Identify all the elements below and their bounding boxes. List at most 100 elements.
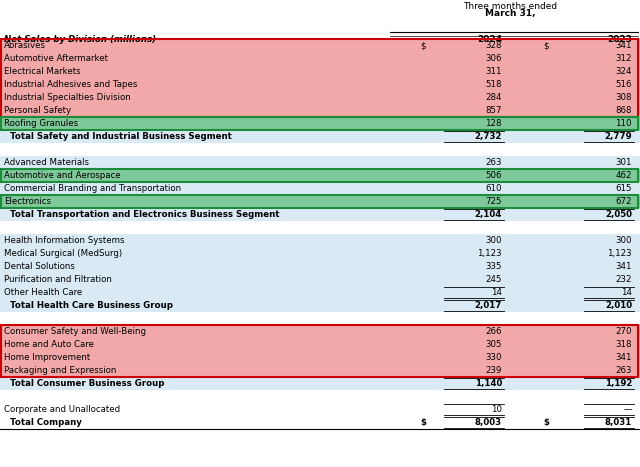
Text: 263: 263 <box>616 366 632 375</box>
Text: 10: 10 <box>491 405 502 414</box>
Bar <box>0 377 640 390</box>
Text: 305: 305 <box>486 340 502 349</box>
Text: 857: 857 <box>486 106 502 115</box>
Bar <box>0 117 640 130</box>
Text: Total Safety and Industrial Business Segment: Total Safety and Industrial Business Seg… <box>4 132 232 141</box>
Bar <box>0 286 640 299</box>
Text: 615: 615 <box>616 184 632 193</box>
Bar <box>0 169 640 182</box>
Bar <box>1 117 638 130</box>
Bar <box>1 325 638 377</box>
Text: Electrical Markets: Electrical Markets <box>4 67 81 76</box>
Text: 516: 516 <box>616 80 632 89</box>
Bar <box>0 78 640 91</box>
Text: 128: 128 <box>486 119 502 128</box>
Text: 263: 263 <box>486 158 502 167</box>
Bar <box>0 325 640 338</box>
Text: Personal Safety: Personal Safety <box>4 106 71 115</box>
Bar <box>0 364 640 377</box>
Text: —: — <box>623 405 632 414</box>
Text: $: $ <box>543 418 549 427</box>
Bar <box>0 234 640 247</box>
Bar <box>0 143 640 156</box>
Text: Net Sales by Division (millions): Net Sales by Division (millions) <box>4 35 156 44</box>
Text: 312: 312 <box>616 54 632 63</box>
Text: 266: 266 <box>486 327 502 336</box>
Text: 2024: 2024 <box>477 35 502 44</box>
Text: Three months ended: Three months ended <box>463 2 557 11</box>
Text: 518: 518 <box>486 80 502 89</box>
Text: 2,017: 2,017 <box>475 301 502 310</box>
Text: 232: 232 <box>616 275 632 284</box>
Text: 110: 110 <box>616 119 632 128</box>
Text: 506: 506 <box>486 171 502 180</box>
Bar <box>0 273 640 286</box>
Bar <box>1 169 638 182</box>
Text: 301: 301 <box>616 158 632 167</box>
Text: 14: 14 <box>491 288 502 297</box>
Text: 308: 308 <box>616 93 632 102</box>
Bar <box>0 39 640 52</box>
Text: Automotive Aftermarket: Automotive Aftermarket <box>4 54 108 63</box>
Text: 2,732: 2,732 <box>474 132 502 141</box>
Text: Total Consumer Business Group: Total Consumer Business Group <box>4 379 164 388</box>
Text: 324: 324 <box>616 67 632 76</box>
Text: 2,050: 2,050 <box>605 210 632 219</box>
Bar <box>0 182 640 195</box>
Text: 341: 341 <box>616 262 632 271</box>
Bar <box>0 403 640 416</box>
Text: Health Information Systems: Health Information Systems <box>4 236 125 245</box>
Bar <box>0 247 640 260</box>
Text: 311: 311 <box>486 67 502 76</box>
Text: 14: 14 <box>621 288 632 297</box>
Text: Industrial Adhesives and Tapes: Industrial Adhesives and Tapes <box>4 80 138 89</box>
Text: Abrasives: Abrasives <box>4 41 46 50</box>
Text: 1,192: 1,192 <box>605 379 632 388</box>
Bar <box>0 312 640 325</box>
Text: 2023: 2023 <box>607 35 632 44</box>
Text: 672: 672 <box>616 197 632 206</box>
Bar <box>0 208 640 221</box>
Text: 270: 270 <box>616 327 632 336</box>
Text: 8,003: 8,003 <box>475 418 502 427</box>
Text: 610: 610 <box>486 184 502 193</box>
Text: Commercial Branding and Transportation: Commercial Branding and Transportation <box>4 184 181 193</box>
Text: $: $ <box>420 418 426 427</box>
Text: Total Health Care Business Group: Total Health Care Business Group <box>4 301 173 310</box>
Bar <box>0 390 640 403</box>
Bar <box>0 221 640 234</box>
Text: Home Improvement: Home Improvement <box>4 353 90 362</box>
Bar <box>1 39 638 117</box>
Text: Dental Solutions: Dental Solutions <box>4 262 75 271</box>
Text: Medical Surgical (MedSurg): Medical Surgical (MedSurg) <box>4 249 122 258</box>
Bar <box>0 351 640 364</box>
Bar <box>0 52 640 65</box>
Bar <box>0 65 640 78</box>
Text: $: $ <box>543 41 548 50</box>
Bar <box>0 416 640 429</box>
Text: 239: 239 <box>486 366 502 375</box>
Bar <box>0 299 640 312</box>
Text: $: $ <box>420 41 426 50</box>
Text: 2,779: 2,779 <box>604 132 632 141</box>
Text: 335: 335 <box>486 262 502 271</box>
Text: 1,140: 1,140 <box>475 379 502 388</box>
Text: 341: 341 <box>616 41 632 50</box>
Text: 868: 868 <box>616 106 632 115</box>
Bar <box>0 91 640 104</box>
Text: 1,123: 1,123 <box>477 249 502 258</box>
Text: Total Company: Total Company <box>4 418 82 427</box>
Text: Electronics: Electronics <box>4 197 51 206</box>
Bar <box>0 195 640 208</box>
Text: 284: 284 <box>486 93 502 102</box>
Text: 300: 300 <box>486 236 502 245</box>
Text: Purification and Filtration: Purification and Filtration <box>4 275 112 284</box>
Text: 245: 245 <box>486 275 502 284</box>
Text: 1,123: 1,123 <box>607 249 632 258</box>
Text: 2,010: 2,010 <box>605 301 632 310</box>
Bar <box>0 156 640 169</box>
Bar <box>0 130 640 143</box>
Text: Advanced Materials: Advanced Materials <box>4 158 89 167</box>
Text: 330: 330 <box>486 353 502 362</box>
Text: Packaging and Expression: Packaging and Expression <box>4 366 116 375</box>
